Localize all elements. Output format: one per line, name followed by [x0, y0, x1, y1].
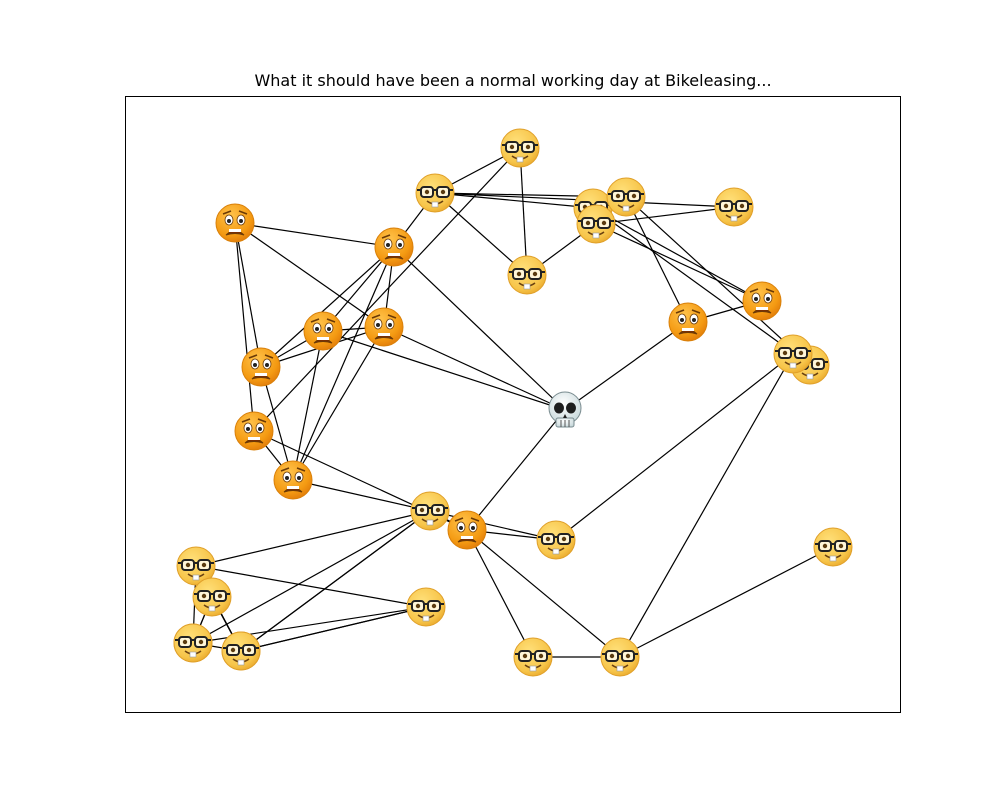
graph-edge: [519, 147, 528, 276]
graph-edge: [434, 192, 528, 276]
graph-edge: [195, 565, 427, 608]
node-layer: [173, 128, 853, 677]
nerd-face-emoji: [536, 520, 576, 560]
graph-edge: [625, 196, 689, 323]
nerd-face-emoji: [507, 255, 547, 295]
nerd-face-emoji: [176, 546, 216, 586]
graph-edge: [292, 479, 431, 512]
graph-edge: [240, 510, 431, 652]
nerd-face-emoji: [415, 173, 455, 213]
worried-face-emoji: [364, 307, 404, 347]
graph-edge: [234, 222, 262, 368]
graph-edge: [595, 223, 763, 302]
graph-edge: [292, 330, 324, 481]
graph-edge: [466, 409, 566, 531]
graph-edge: [595, 206, 735, 225]
graph-edge: [195, 510, 431, 567]
graph-edge: [466, 529, 621, 658]
nerd-face-emoji: [221, 631, 261, 671]
graph-edge: [564, 321, 689, 411]
worried-face-emoji: [273, 460, 313, 500]
nerd-face-emoji: [192, 577, 232, 617]
worried-face-emoji: [447, 510, 487, 550]
graph-edge: [292, 246, 395, 481]
worried-face-emoji: [241, 347, 281, 387]
nerd-face-emoji: [406, 587, 446, 627]
plot-frame: [125, 96, 901, 713]
worried-face-emoji: [742, 281, 782, 321]
graph-edge: [466, 529, 534, 658]
graph-edge: [240, 606, 427, 652]
graph-edge: [434, 192, 594, 209]
worried-face-emoji: [215, 203, 255, 243]
nerd-face-emoji: [600, 637, 640, 677]
nerd-face-emoji: [773, 334, 813, 374]
graph-edge: [555, 353, 794, 541]
graph-edge: [234, 222, 385, 328]
nerd-face-emoji: [513, 637, 553, 677]
skull-emoji: [548, 391, 582, 428]
graph-edge: [592, 207, 811, 366]
worried-face-emoji: [374, 227, 414, 267]
graph-edge: [619, 546, 834, 658]
worried-face-emoji: [668, 302, 708, 342]
nerd-face-emoji: [173, 623, 213, 663]
nerd-face-emoji: [813, 527, 853, 567]
graph-edge: [619, 353, 794, 658]
nerd-face-emoji: [714, 187, 754, 227]
graph-edge: [234, 222, 395, 248]
graph-edge: [292, 326, 385, 481]
graph-edge: [429, 510, 557, 541]
graph-edge: [322, 330, 566, 411]
worried-face-emoji: [234, 411, 274, 451]
graph-edge: [234, 222, 255, 432]
graph-edge: [592, 207, 763, 302]
graph-edge: [260, 366, 294, 481]
nerd-face-emoji: [410, 491, 450, 531]
graph-edge: [192, 510, 431, 644]
chart-title: What it should have been a normal workin…: [254, 71, 772, 90]
worried-face-emoji: [303, 311, 343, 351]
graph-edge: [253, 147, 521, 432]
graph-edge: [383, 326, 566, 411]
graph-edge: [393, 246, 566, 411]
nerd-face-emoji: [606, 177, 646, 217]
nerd-face-emoji: [500, 128, 540, 168]
nerd-face-emoji: [576, 204, 616, 244]
graph-edge: [260, 246, 395, 368]
